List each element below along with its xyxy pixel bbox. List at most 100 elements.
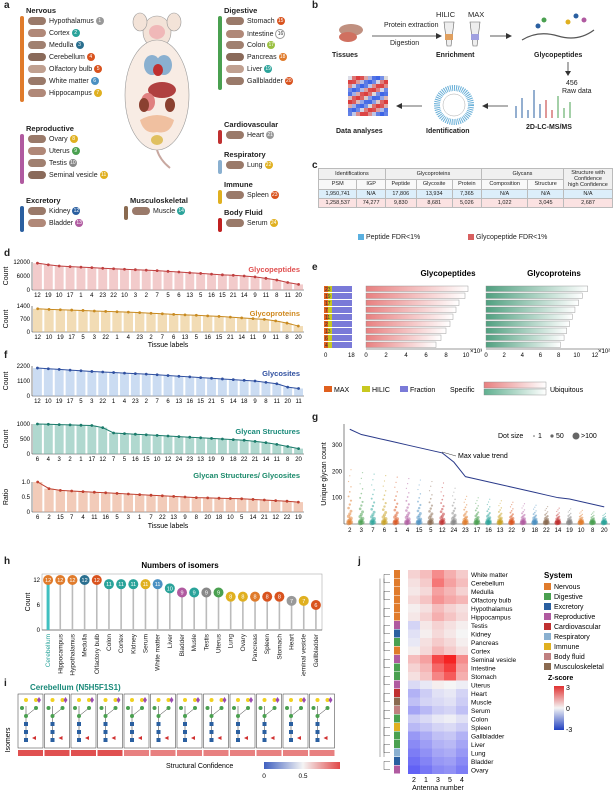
data-point xyxy=(194,313,198,317)
bar xyxy=(174,272,184,290)
galactose-icon xyxy=(272,698,277,702)
heatmap-cell xyxy=(444,689,456,698)
data-point xyxy=(603,513,605,516)
heatmap-cell xyxy=(380,88,384,92)
x-tick-label: Uterus xyxy=(216,633,223,653)
heatmap-cell xyxy=(352,92,356,96)
legend-label: Ubiquitous xyxy=(550,387,584,394)
fraction-cell xyxy=(332,342,352,348)
legend-label: Fraction xyxy=(410,387,435,394)
tissue-label: Pancreas xyxy=(247,53,277,61)
identification-label: Identification xyxy=(426,128,470,135)
data-point xyxy=(430,512,434,516)
x-tick-label: 12 xyxy=(272,515,279,521)
bar xyxy=(180,497,190,512)
bar xyxy=(185,376,195,396)
row-label: Heart xyxy=(471,691,487,698)
bar xyxy=(76,425,86,454)
x-tick-label: 6 xyxy=(172,335,176,341)
data-point xyxy=(429,497,432,500)
bar xyxy=(203,315,213,332)
tissue-number-badge: 18 xyxy=(278,53,287,61)
x-tick-label: Hypothalamus xyxy=(69,633,76,675)
tissue-label: Seminal vesicle xyxy=(49,171,98,179)
x-tick-label: 23 xyxy=(462,528,469,534)
heatmap-cell xyxy=(356,80,360,84)
data-point xyxy=(535,504,537,506)
trend-line xyxy=(37,308,299,327)
dendrogram-branch xyxy=(383,642,390,651)
row-label: 19 xyxy=(325,294,331,300)
tissue-item: Hippocampus 7 xyxy=(28,89,102,97)
data-point xyxy=(36,422,39,426)
sialic-acid-icon xyxy=(249,697,253,703)
x-tick-label: 23 xyxy=(132,399,139,405)
data-point xyxy=(126,492,130,496)
data-point xyxy=(509,506,512,508)
data-point xyxy=(183,495,187,499)
data-point xyxy=(242,378,246,382)
heatmap-cell xyxy=(380,100,384,104)
data-point xyxy=(372,510,376,514)
data-point xyxy=(81,490,85,493)
data-point xyxy=(465,504,468,506)
tissue-item: Hypothalamus 1 xyxy=(28,17,104,25)
data-point xyxy=(188,435,192,439)
x-tick-label: 3 xyxy=(134,293,138,299)
tissue-icon xyxy=(226,131,244,139)
system-color-cell xyxy=(394,689,400,697)
bar xyxy=(141,374,151,396)
heatmap-cell xyxy=(408,587,420,596)
hilic-cell xyxy=(328,335,332,341)
heatmap-cell xyxy=(352,96,356,100)
galactose-icon xyxy=(87,698,91,702)
bar xyxy=(228,439,238,454)
heatmap-cell xyxy=(432,740,444,749)
glcnac-icon xyxy=(289,738,293,742)
data-point xyxy=(231,378,235,382)
tissue-icon xyxy=(28,29,46,37)
data-point xyxy=(476,500,478,502)
heatmap-cell xyxy=(432,697,444,706)
bar xyxy=(67,310,77,332)
x-tick-label: 3 xyxy=(360,528,364,534)
data-point xyxy=(533,511,536,514)
group-color-bar xyxy=(20,134,24,184)
bar xyxy=(294,388,303,396)
data-point xyxy=(430,504,434,507)
table-cell: 8,681 xyxy=(415,198,453,208)
isomer-box xyxy=(70,693,97,749)
bar xyxy=(365,313,454,320)
group-title: Body Fluid xyxy=(224,208,263,217)
tissue-icon xyxy=(28,17,46,25)
data-point xyxy=(489,506,491,508)
bar xyxy=(191,497,201,512)
heatmap-cell xyxy=(364,88,368,92)
x-tick-label: 1 xyxy=(112,399,116,405)
y-axis-label: Count xyxy=(25,593,32,612)
tissue-item: Ovary 8 xyxy=(28,135,78,143)
x-tick-label: 6 xyxy=(36,457,40,463)
x-tick-label: Cerebellum xyxy=(45,634,52,667)
x-tick-label: 6 xyxy=(177,293,181,299)
tissue-icon xyxy=(28,207,46,215)
table-cell: N/A xyxy=(480,189,529,199)
data-point xyxy=(544,513,547,516)
y-axis-label: Isomers xyxy=(5,727,12,752)
heatmap-cell xyxy=(376,108,380,112)
data-point xyxy=(348,490,351,493)
group-color-bar xyxy=(20,206,24,232)
confidence-bar xyxy=(203,750,229,756)
data-point xyxy=(123,371,126,375)
heatmap-cell xyxy=(456,765,468,774)
bar xyxy=(228,275,238,290)
group-color-bar xyxy=(20,16,24,102)
data-point xyxy=(393,499,396,502)
glcnac-icon xyxy=(315,730,320,734)
panel-b: Tissues Protein extraction Digestion HIL… xyxy=(312,0,616,160)
heatmap-cell xyxy=(372,96,376,100)
data-point xyxy=(286,385,290,389)
data-point xyxy=(262,317,266,321)
data-point xyxy=(297,447,300,450)
